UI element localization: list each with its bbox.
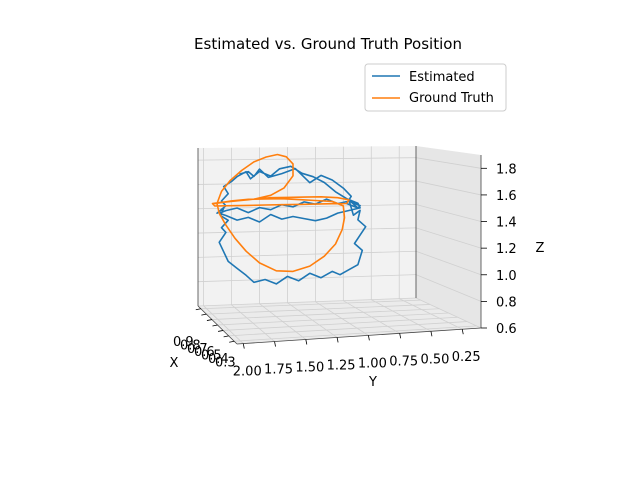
grid-floor-x-4 bbox=[223, 316, 458, 331]
y-tick-label: 1.50 bbox=[295, 360, 324, 375]
x-tick-mark-6 bbox=[229, 340, 235, 343]
z-tick-label: 0.8 bbox=[496, 295, 517, 310]
x-axis-label: X bbox=[170, 356, 179, 371]
x-tick-label: 0.3 bbox=[215, 355, 236, 370]
z-axis-label: Z bbox=[536, 241, 545, 256]
y-tick-mark-0 bbox=[242, 343, 245, 349]
z-tick-label: 1.4 bbox=[496, 216, 517, 231]
grid-z-back-0 bbox=[197, 157, 417, 161]
grid-z-side-1 bbox=[415, 180, 482, 196]
grid-z-back-1 bbox=[197, 180, 417, 185]
legend-label-estimated: Estimated bbox=[409, 70, 475, 85]
legend: Estimated Ground Truth bbox=[364, 63, 507, 112]
x-tick-mark-3 bbox=[212, 324, 218, 327]
y-tick-mark-5 bbox=[399, 333, 402, 339]
y-tick-mark-1 bbox=[274, 341, 276, 347]
grid-z-side-3 bbox=[415, 227, 482, 249]
x-tick-label: 0.8 bbox=[180, 338, 201, 353]
y-tick-label: 1.25 bbox=[327, 358, 356, 373]
series-layer bbox=[211, 153, 367, 285]
grid-z-back-4 bbox=[197, 250, 417, 258]
y-tick-label: 1.00 bbox=[358, 356, 387, 371]
grid-z-side-0 bbox=[415, 157, 482, 169]
grid-floor-x-3 bbox=[217, 312, 449, 326]
y-tick-label: 2.00 bbox=[233, 365, 262, 380]
legend-box bbox=[364, 63, 507, 112]
right-pane bbox=[416, 146, 481, 328]
y-tick-mark-7 bbox=[461, 329, 464, 335]
y-tick-mark-4 bbox=[367, 335, 370, 341]
x-tick-label: 0.5 bbox=[201, 349, 222, 364]
grid-lines bbox=[197, 146, 482, 344]
z-tick-label: 1.6 bbox=[496, 189, 517, 204]
grid-floor-x-0 bbox=[200, 299, 421, 310]
axis-ticks: 2.00 1.75 1.50 1.25 1.00 0.75 0.50 0.25 1.8 1.6 1.… bbox=[173, 162, 517, 379]
z-tick-label: 1.8 bbox=[496, 162, 517, 177]
y-tick-label: 1.75 bbox=[264, 363, 293, 378]
z-tick-label: 1.2 bbox=[496, 242, 517, 257]
pane-edges bbox=[197, 146, 482, 345]
y-tick-label: 0.25 bbox=[452, 350, 481, 365]
grid-z-side-4 bbox=[415, 250, 482, 276]
x-tick-label: 0.4 bbox=[208, 352, 229, 367]
grid-z-back-6 bbox=[197, 297, 417, 307]
x-tick-label: 0.6 bbox=[194, 345, 215, 360]
series-line-ground-truth bbox=[211, 153, 350, 273]
grid-floor-x-6 bbox=[234, 325, 477, 342]
x-tick-label: 0.7 bbox=[187, 342, 208, 357]
y-tick-label: 0.75 bbox=[389, 354, 418, 369]
y-axis-label: Y bbox=[368, 375, 377, 390]
grid-z-side-2 bbox=[415, 204, 482, 222]
y-tick-mark-6 bbox=[430, 331, 433, 337]
x-tick-mark-1 bbox=[201, 313, 207, 316]
x-tick-label: 0.9 bbox=[173, 335, 194, 350]
y-tick-mark-2 bbox=[305, 339, 308, 345]
x-tick-mark-0 bbox=[195, 308, 201, 311]
grid-z-side-5 bbox=[415, 274, 482, 302]
x-tick-mark-4 bbox=[217, 330, 224, 332]
grid-floor-x-2 bbox=[211, 308, 440, 320]
y-tick-mark-3 bbox=[336, 337, 339, 343]
x-tick-mark-5 bbox=[223, 335, 229, 338]
y-tick-label: 0.50 bbox=[420, 352, 449, 367]
z-tick-label: 0.6 bbox=[496, 322, 517, 337]
grid-floor-x-5 bbox=[228, 321, 468, 337]
z-tick-label: 1.0 bbox=[496, 269, 517, 284]
grid-floor-x-1 bbox=[206, 304, 430, 315]
chart-title: Estimated vs. Ground Truth Position bbox=[194, 35, 462, 53]
legend-label-ground-truth: Ground Truth bbox=[409, 91, 494, 106]
back-pane bbox=[198, 146, 416, 306]
x-tick-mark-2 bbox=[206, 319, 213, 321]
grid-z-back-3 bbox=[197, 227, 417, 234]
grid-z-back-5 bbox=[197, 274, 417, 283]
